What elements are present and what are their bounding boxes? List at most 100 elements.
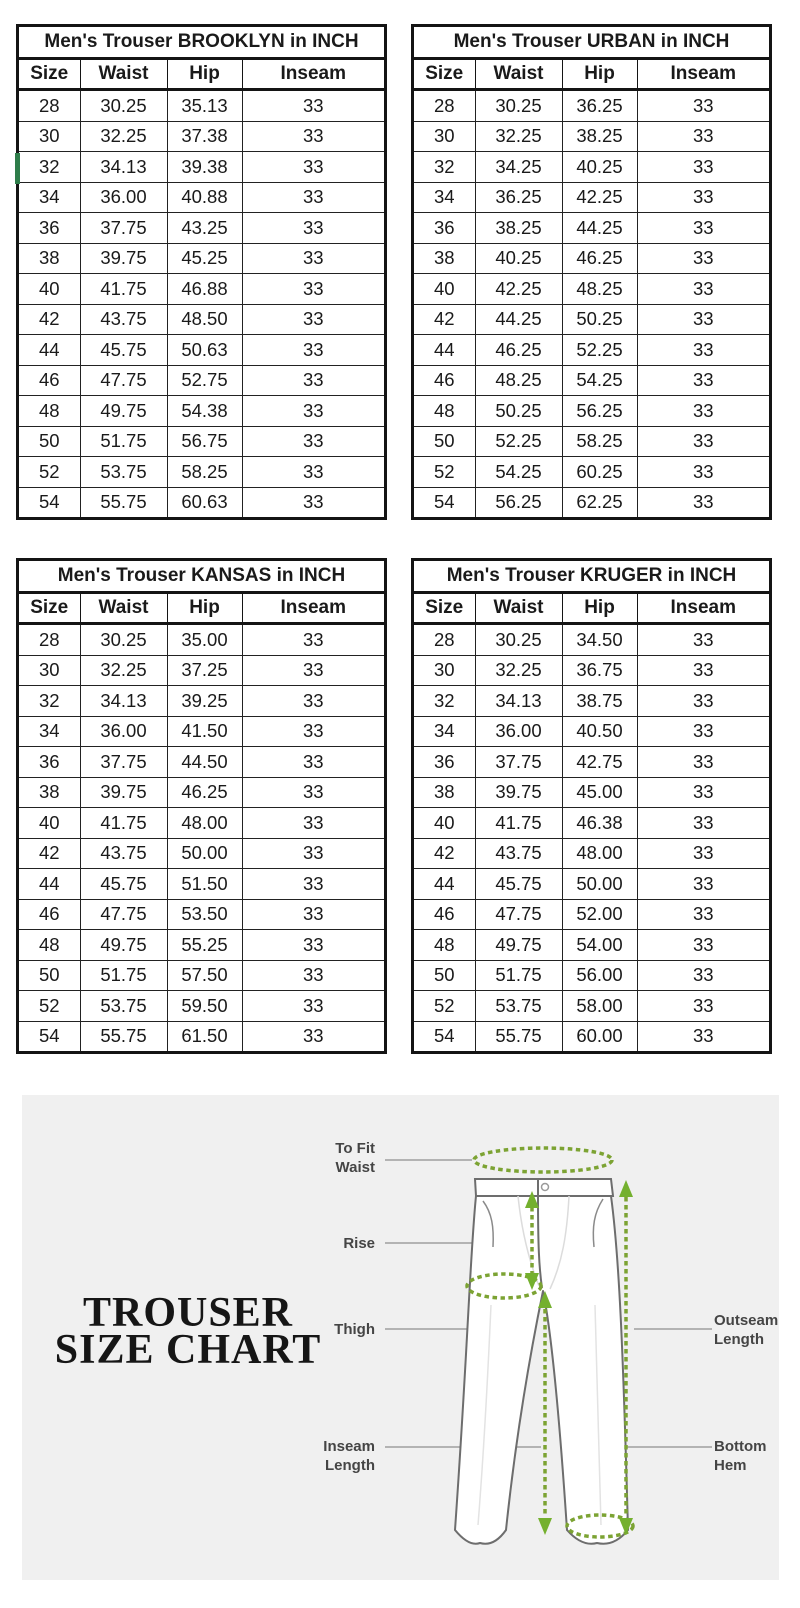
table-cell: 44	[19, 334, 80, 365]
header-row: Size Waist Hip Inseam	[19, 594, 384, 625]
column-header: Hip	[166, 60, 242, 91]
table-cell: 33	[636, 898, 769, 930]
table-cell: 52.25	[561, 334, 637, 365]
table-cell: 33	[241, 807, 384, 838]
table-cell: 40.50	[561, 715, 637, 747]
table-cell: 33	[636, 685, 769, 716]
table-cell: 50	[414, 959, 475, 991]
table-row: 28 30.25 34.50 33	[414, 623, 769, 655]
table-cell: 28	[433, 94, 455, 116]
table-cell: 34.13	[79, 685, 167, 716]
table-row: 40 41.75 46.88 33	[19, 273, 384, 304]
bottom-hem-ellipse-indicator	[565, 1513, 635, 1539]
table-cell: 34.13	[79, 151, 167, 182]
table-cell: 28	[38, 628, 60, 650]
table-cell: 53.75	[79, 990, 167, 1021]
table-cell: 50.00	[561, 868, 637, 899]
table-cell: 33	[241, 898, 384, 930]
table-row: 50 51.75 56.00 33	[414, 959, 769, 991]
table-cell: 40	[19, 273, 80, 304]
table-row: 54 55.75 60.63 33	[19, 486, 384, 517]
table-cell: 50.63	[166, 334, 242, 365]
diagram-title-line2: SIZE CHART	[54, 1327, 322, 1373]
table-cell: 33	[241, 486, 384, 517]
table-cell: 44	[19, 868, 80, 899]
table-row: 46 48.25 54.25 33	[414, 364, 769, 396]
label-outseam-length: Outseam Length	[714, 1312, 779, 1348]
table-cell: 48.00	[561, 837, 637, 869]
table-row: 52 54.25 60.25 33	[414, 456, 769, 487]
table-cell: 38	[19, 776, 80, 808]
table-row: 32 34.13 39.38 33	[19, 151, 384, 182]
table-cell: 33	[241, 303, 384, 335]
table-cell: 60.00	[561, 1020, 637, 1051]
table-cell: 51.75	[79, 425, 167, 457]
table-row: 34 36.00 40.50 33	[414, 715, 769, 747]
table-cell: 36	[19, 746, 80, 777]
table-cell: 39.25	[166, 685, 242, 716]
table-cell: 44	[414, 334, 475, 365]
table-row: 40 41.75 46.38 33	[414, 807, 769, 838]
table-cell: 33	[636, 151, 769, 182]
table-cell: 55.75	[79, 1020, 167, 1051]
table-cell: 46.25	[474, 334, 562, 365]
table-cell: 33	[636, 929, 769, 960]
table-cell: 48.50	[166, 303, 242, 335]
table-cell: 42.75	[561, 746, 637, 777]
table-cell: 33	[636, 746, 769, 777]
table-cell: 30	[414, 654, 475, 686]
column-header: Inseam	[241, 60, 384, 91]
table-row: 42 43.75 48.50 33	[19, 303, 384, 335]
table-row: 42 43.75 50.00 33	[19, 837, 384, 869]
table-cell: 32.25	[474, 120, 562, 152]
table-cell: 47.75	[474, 898, 562, 930]
table-cell: 33	[636, 364, 769, 396]
table-cell: 56.75	[166, 425, 242, 457]
table-cell: 52	[414, 456, 475, 487]
table-cell: 37.75	[79, 212, 167, 243]
label-rise: Rise	[343, 1235, 375, 1252]
table-cell: 36.75	[561, 654, 637, 686]
table-cell: 56.25	[561, 395, 637, 426]
row-highlight-marker	[15, 153, 20, 184]
table-cell: 30	[19, 120, 80, 152]
table-cell: 54	[414, 486, 475, 517]
table-cell: 39.75	[79, 242, 167, 274]
table-cell: 43.75	[79, 837, 167, 869]
table-cell: 33	[241, 120, 384, 152]
table-row: 46 47.75 53.50 33	[19, 898, 384, 930]
table-row: 36 37.75 43.25 33	[19, 212, 384, 243]
table-cell: 33	[636, 837, 769, 869]
table-cell: 33	[241, 837, 384, 869]
table-cell: 53.75	[79, 456, 167, 487]
table-cell: 41.50	[166, 715, 242, 747]
column-header: Size	[19, 60, 80, 91]
table-cell: 34.13	[474, 685, 562, 716]
table-row: 46 47.75 52.75 33	[19, 364, 384, 396]
table-cell: 48.25	[561, 273, 637, 304]
table-cell: 32	[414, 151, 475, 182]
label-inseam-length: Inseam Length	[323, 1438, 375, 1474]
table-row: 44 45.75 50.63 33	[19, 334, 384, 365]
column-header: Waist	[474, 60, 562, 91]
table-cell: 47.75	[79, 898, 167, 930]
table-cell: 53.50	[166, 898, 242, 930]
table-cell: 56.25	[474, 486, 562, 517]
table-cell: 33	[636, 486, 769, 517]
column-header: Hip	[166, 594, 242, 625]
table-cell: 46.88	[166, 273, 242, 304]
table-row: 28 30.25 35.00 33	[19, 623, 384, 655]
table-cell: 33	[636, 181, 769, 213]
table-cell: 38.25	[474, 212, 562, 243]
table-cell: 33	[636, 868, 769, 899]
table-row: 40 42.25 48.25 33	[414, 273, 769, 304]
table-row: 36 38.25 44.25 33	[414, 212, 769, 243]
table-cell: 36	[414, 212, 475, 243]
table-cell: 51.75	[474, 959, 562, 991]
thigh-ellipse-indicator	[465, 1272, 543, 1300]
table-cell: 50	[414, 425, 475, 457]
table-cell: 32	[19, 685, 80, 716]
table-cell: 32	[19, 151, 80, 182]
table-cell: 36.00	[79, 715, 167, 747]
